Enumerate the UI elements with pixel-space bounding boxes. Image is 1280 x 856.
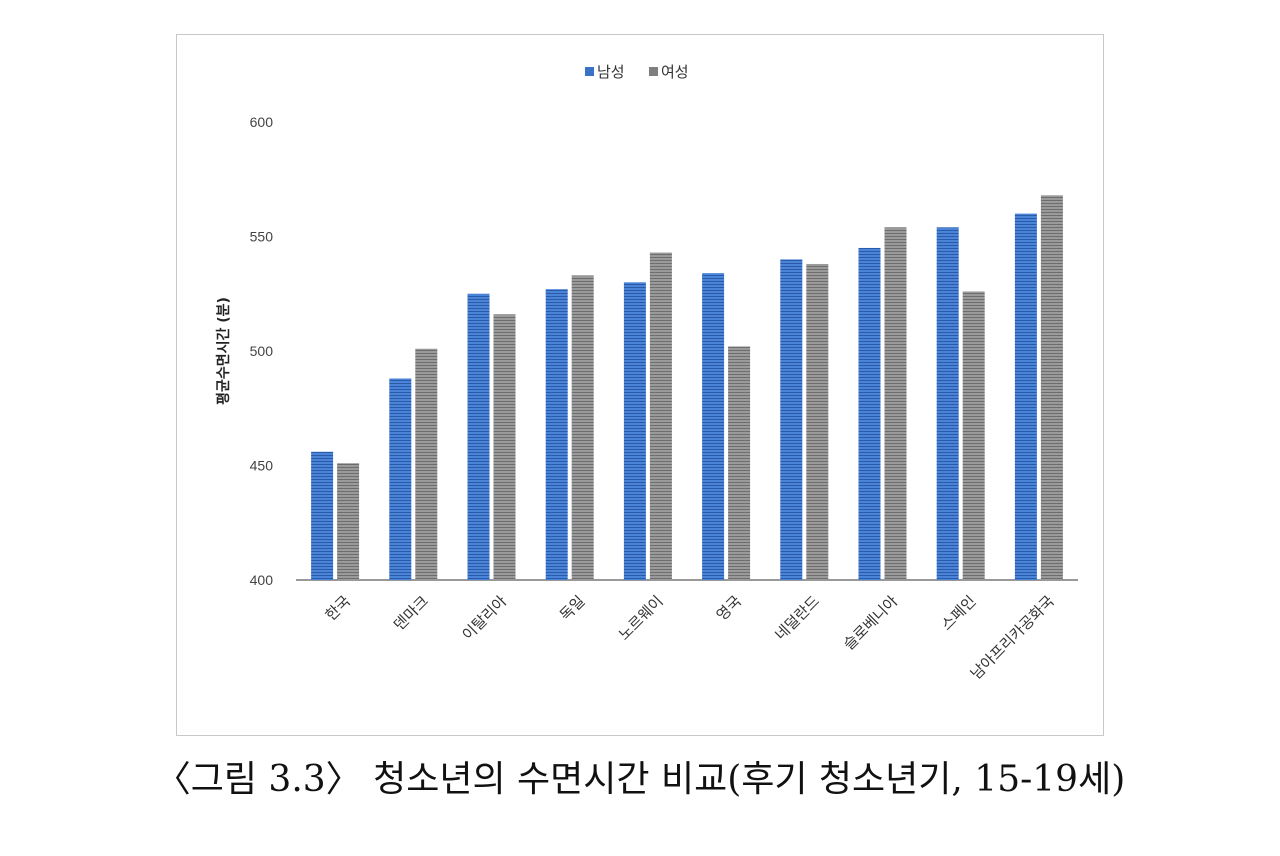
bar-male [936,227,959,580]
bar-male [858,247,881,580]
figure-caption: 〈그림 3.3〉 청소년의 수면시간 비교(후기 청소년기, 15-19세) [154,759,1126,800]
bar-male [467,293,490,580]
bar-male [1014,213,1037,580]
y-tick-label: 400 [250,572,274,588]
bar-male [545,289,568,580]
bar-female [962,291,985,580]
bar-male [311,451,334,580]
y-tick-label: 500 [250,343,274,359]
legend-swatch [649,67,658,76]
x-tick-label: 이탈리아 [459,592,511,644]
bar-male [780,259,803,580]
y-axis-label: 평균수면시간 (분) [215,297,232,405]
bar-female [1040,195,1063,580]
chart-frame [176,34,1104,736]
bar-female [415,348,438,580]
x-tick-label: 독일 [556,592,588,624]
y-tick-label: 450 [250,458,274,474]
bar-female [493,314,516,580]
bars [311,195,1063,580]
bar-male [389,378,412,580]
x-tick-label: 한국 [322,592,354,624]
x-tick-label: 스페인 [938,592,980,634]
legend-label: 여성 [661,63,689,81]
bar-chart: 남성 여성 400 450 500 550 600 평균수면시간 (분) 한국 덴마크 이탈리아… [215,63,1078,683]
chart-legend: 남성 여성 [585,63,689,81]
bar-female [728,346,751,580]
legend-label: 남성 [597,63,625,81]
legend-swatch [585,67,594,76]
x-tick-label: 영국 [713,592,745,624]
y-tick-label: 550 [250,229,274,245]
x-tick-label: 슬로베니아 [840,592,902,654]
x-tick-label: 남아프리카공화국 [967,592,1058,683]
bar-female [649,252,672,580]
bar-male [623,282,646,580]
bar-female [884,227,907,580]
x-tick-label: 노르웨이 [615,592,667,644]
y-tick-label: 600 [250,114,274,130]
bar-female [337,463,360,580]
bar-female [806,263,829,580]
bar-female [571,275,594,580]
x-tick-label: 덴마크 [390,592,432,634]
x-tick-label: 네덜란드 [771,592,823,644]
bar-male [702,273,725,580]
